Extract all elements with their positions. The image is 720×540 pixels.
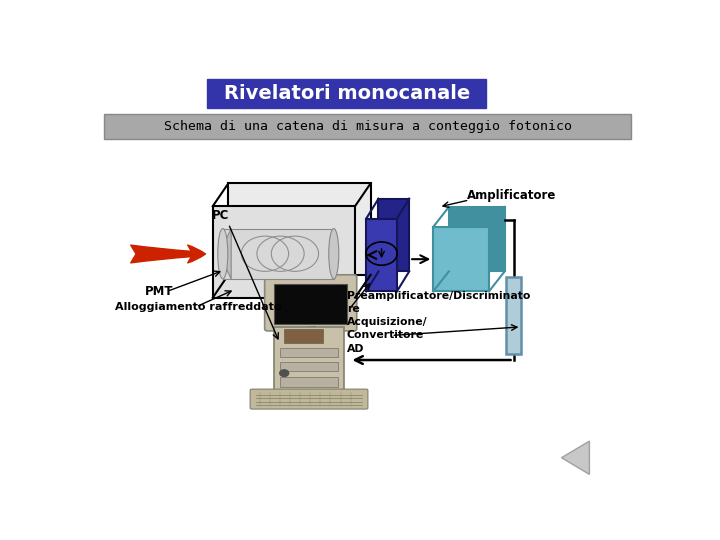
Text: AD: AD [347, 344, 364, 354]
Bar [104, 114, 631, 139]
Bar [274, 285, 347, 324]
Bar [284, 329, 323, 342]
Text: PMT: PMT [145, 285, 174, 298]
Bar [433, 227, 489, 292]
Bar [280, 362, 338, 371]
Text: Convertitore: Convertitore [347, 330, 424, 341]
Text: Preamplificatore/Discriminato: Preamplificatore/Discriminato [347, 291, 530, 301]
Bar [222, 228, 334, 279]
Text: Rivelatori monocanale: Rivelatori monocanale [223, 84, 470, 103]
Text: Alloggiamento raffreddato: Alloggiamento raffreddato [115, 302, 282, 312]
Ellipse shape [329, 228, 339, 279]
Text: re: re [347, 304, 359, 314]
Polygon shape [562, 441, 590, 474]
Circle shape [280, 370, 289, 376]
Bar [280, 348, 338, 357]
Text: Acquisizione/: Acquisizione/ [347, 317, 427, 327]
Text: Schema di una catena di misura a conteggio fotonico: Schema di una catena di misura a contegg… [164, 120, 572, 133]
Ellipse shape [217, 228, 228, 279]
FancyBboxPatch shape [250, 389, 368, 409]
Text: PC: PC [212, 209, 229, 222]
Bar [280, 377, 338, 387]
Bar [213, 206, 355, 298]
FancyBboxPatch shape [265, 275, 356, 331]
Bar [274, 327, 344, 391]
Bar [207, 78, 486, 109]
Bar [379, 199, 409, 272]
Bar [505, 277, 521, 354]
Bar [366, 219, 397, 292]
Bar [228, 183, 371, 275]
Text: Amplificatore: Amplificatore [467, 190, 556, 202]
Polygon shape [220, 228, 231, 279]
Bar [449, 207, 505, 272]
